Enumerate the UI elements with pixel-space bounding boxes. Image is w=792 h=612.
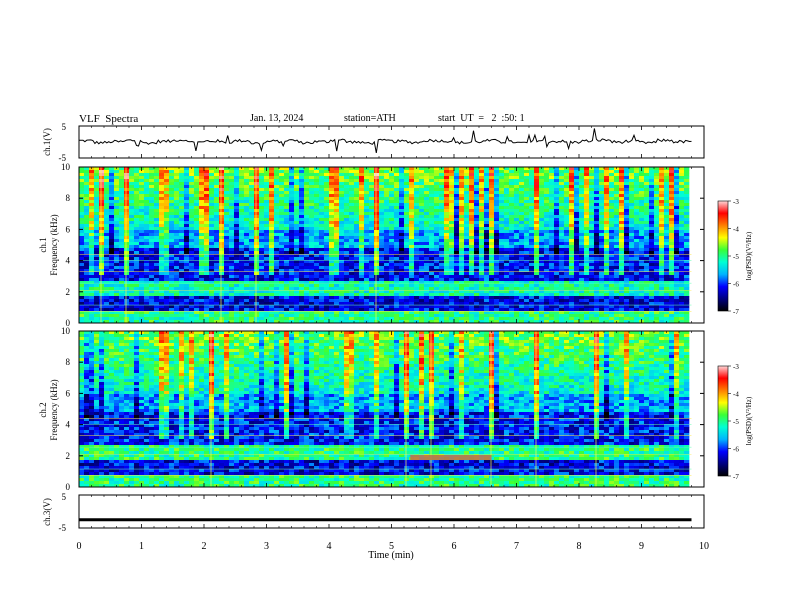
time-tick-3: 3 xyxy=(264,541,269,552)
cb1-tick-4: -7 xyxy=(733,308,739,316)
yt2-tick-0: 0 xyxy=(66,482,71,492)
ch3-ytick-bottom: -5 xyxy=(59,523,67,533)
time-tick-8: 8 xyxy=(577,541,582,552)
cb2-tick-1: -4 xyxy=(733,391,739,399)
yt2-tick-1: 2 xyxy=(66,451,71,461)
yt2-tick-3: 6 xyxy=(66,388,71,398)
ch2-spectrogram-image xyxy=(79,331,692,488)
cb2-tick-0: -3 xyxy=(733,363,739,371)
yt1-tick-4: 8 xyxy=(66,193,71,203)
time-axis-label: Time (min) xyxy=(368,550,413,561)
ch1-waveform-line xyxy=(79,128,692,153)
ch3-waveform-ylabel: ch.3(V) xyxy=(42,498,52,526)
time-tick-9: 9 xyxy=(639,541,644,552)
cb2-tick-4: -7 xyxy=(733,473,739,481)
yt2-tick-2: 4 xyxy=(66,420,71,430)
cb2-bar xyxy=(717,365,729,477)
yt1-tick-0: 0 xyxy=(66,318,71,328)
cb1-tick-1: -4 xyxy=(733,226,739,234)
ch3-waveform-frame xyxy=(78,494,705,529)
time-tick-0: 0 xyxy=(77,541,82,552)
ch1-waveform-frame xyxy=(78,125,705,159)
cb2-tick-2: -5 xyxy=(733,418,739,426)
start-time-label: start UT = 2 :50: 1 xyxy=(438,113,525,124)
ch1-spectrogram-yticks: 0 2 4 6 8 10 xyxy=(61,162,704,328)
cb1-label: log(PSD)(V²/Hz) xyxy=(745,231,753,280)
ch2-spectrogram-ylabel-1: ch.2 xyxy=(38,402,48,417)
ch1-colorbar: -3 -4 -5 -6 -7 log(PSD)(V²/Hz) xyxy=(717,198,753,316)
time-tick-2: 2 xyxy=(202,541,207,552)
yt1-tick-1: 2 xyxy=(66,287,71,297)
cb1-bar xyxy=(717,200,729,312)
station-label: station=ATH xyxy=(344,113,396,124)
cb1-tick-0: -3 xyxy=(733,198,739,206)
time-axis: 0 1 2 3 4 5 6 7 8 9 10 xyxy=(77,126,709,552)
chart-title: VLF Spectra xyxy=(79,113,139,125)
cb1-tick-3: -6 xyxy=(733,281,739,289)
time-tick-10: 10 xyxy=(699,541,709,552)
cb1-tick-2: -5 xyxy=(733,253,739,261)
ch2-colorbar: -3 -4 -5 -6 -7 log(PSD)(V²/Hz) xyxy=(717,363,753,481)
yt2-tick-4: 8 xyxy=(66,357,71,367)
time-tick-7: 7 xyxy=(514,541,519,552)
time-tick-4: 4 xyxy=(327,541,332,552)
yt2-tick-5: 10 xyxy=(61,326,71,336)
ch1-ytick-bottom: -5 xyxy=(59,153,67,163)
ch1-spectrogram-image xyxy=(79,167,692,324)
time-tick-5: 5 xyxy=(389,541,394,552)
time-tick-1: 1 xyxy=(139,541,144,552)
yt1-tick-5: 10 xyxy=(61,162,71,172)
ch2-spectrogram-ylabel-2: Frequency (kHz) xyxy=(49,379,59,440)
yt1-tick-2: 4 xyxy=(66,256,71,266)
ch2-spectrogram-yticks: 0 2 4 6 8 10 xyxy=(61,326,704,492)
ch1-waveform-ylabel: ch.1(V) xyxy=(42,128,52,156)
ch1-ytick-top: 5 xyxy=(62,122,67,132)
cb2-tick-3: -6 xyxy=(733,446,739,454)
ch1-spectrogram-ylabel-2: Frequency (kHz) xyxy=(49,214,59,275)
time-tick-6: 6 xyxy=(452,541,457,552)
chart-date: Jan. 13, 2024 xyxy=(250,113,304,124)
ch3-ytick-top: 5 xyxy=(62,492,67,502)
ch2-spectrogram-panel: ch.2 Frequency (kHz) 0 2 4 6 8 10 xyxy=(38,326,705,492)
ch1-spectrogram-ylabel-1: ch.1 xyxy=(38,237,48,252)
yt1-tick-3: 6 xyxy=(66,224,71,234)
ch1-spectrogram-panel: ch.1 Frequency (kHz) 0 2 4 6 8 10 xyxy=(38,162,705,328)
cb2-label: log(PSD)(V²/Hz) xyxy=(745,396,753,445)
